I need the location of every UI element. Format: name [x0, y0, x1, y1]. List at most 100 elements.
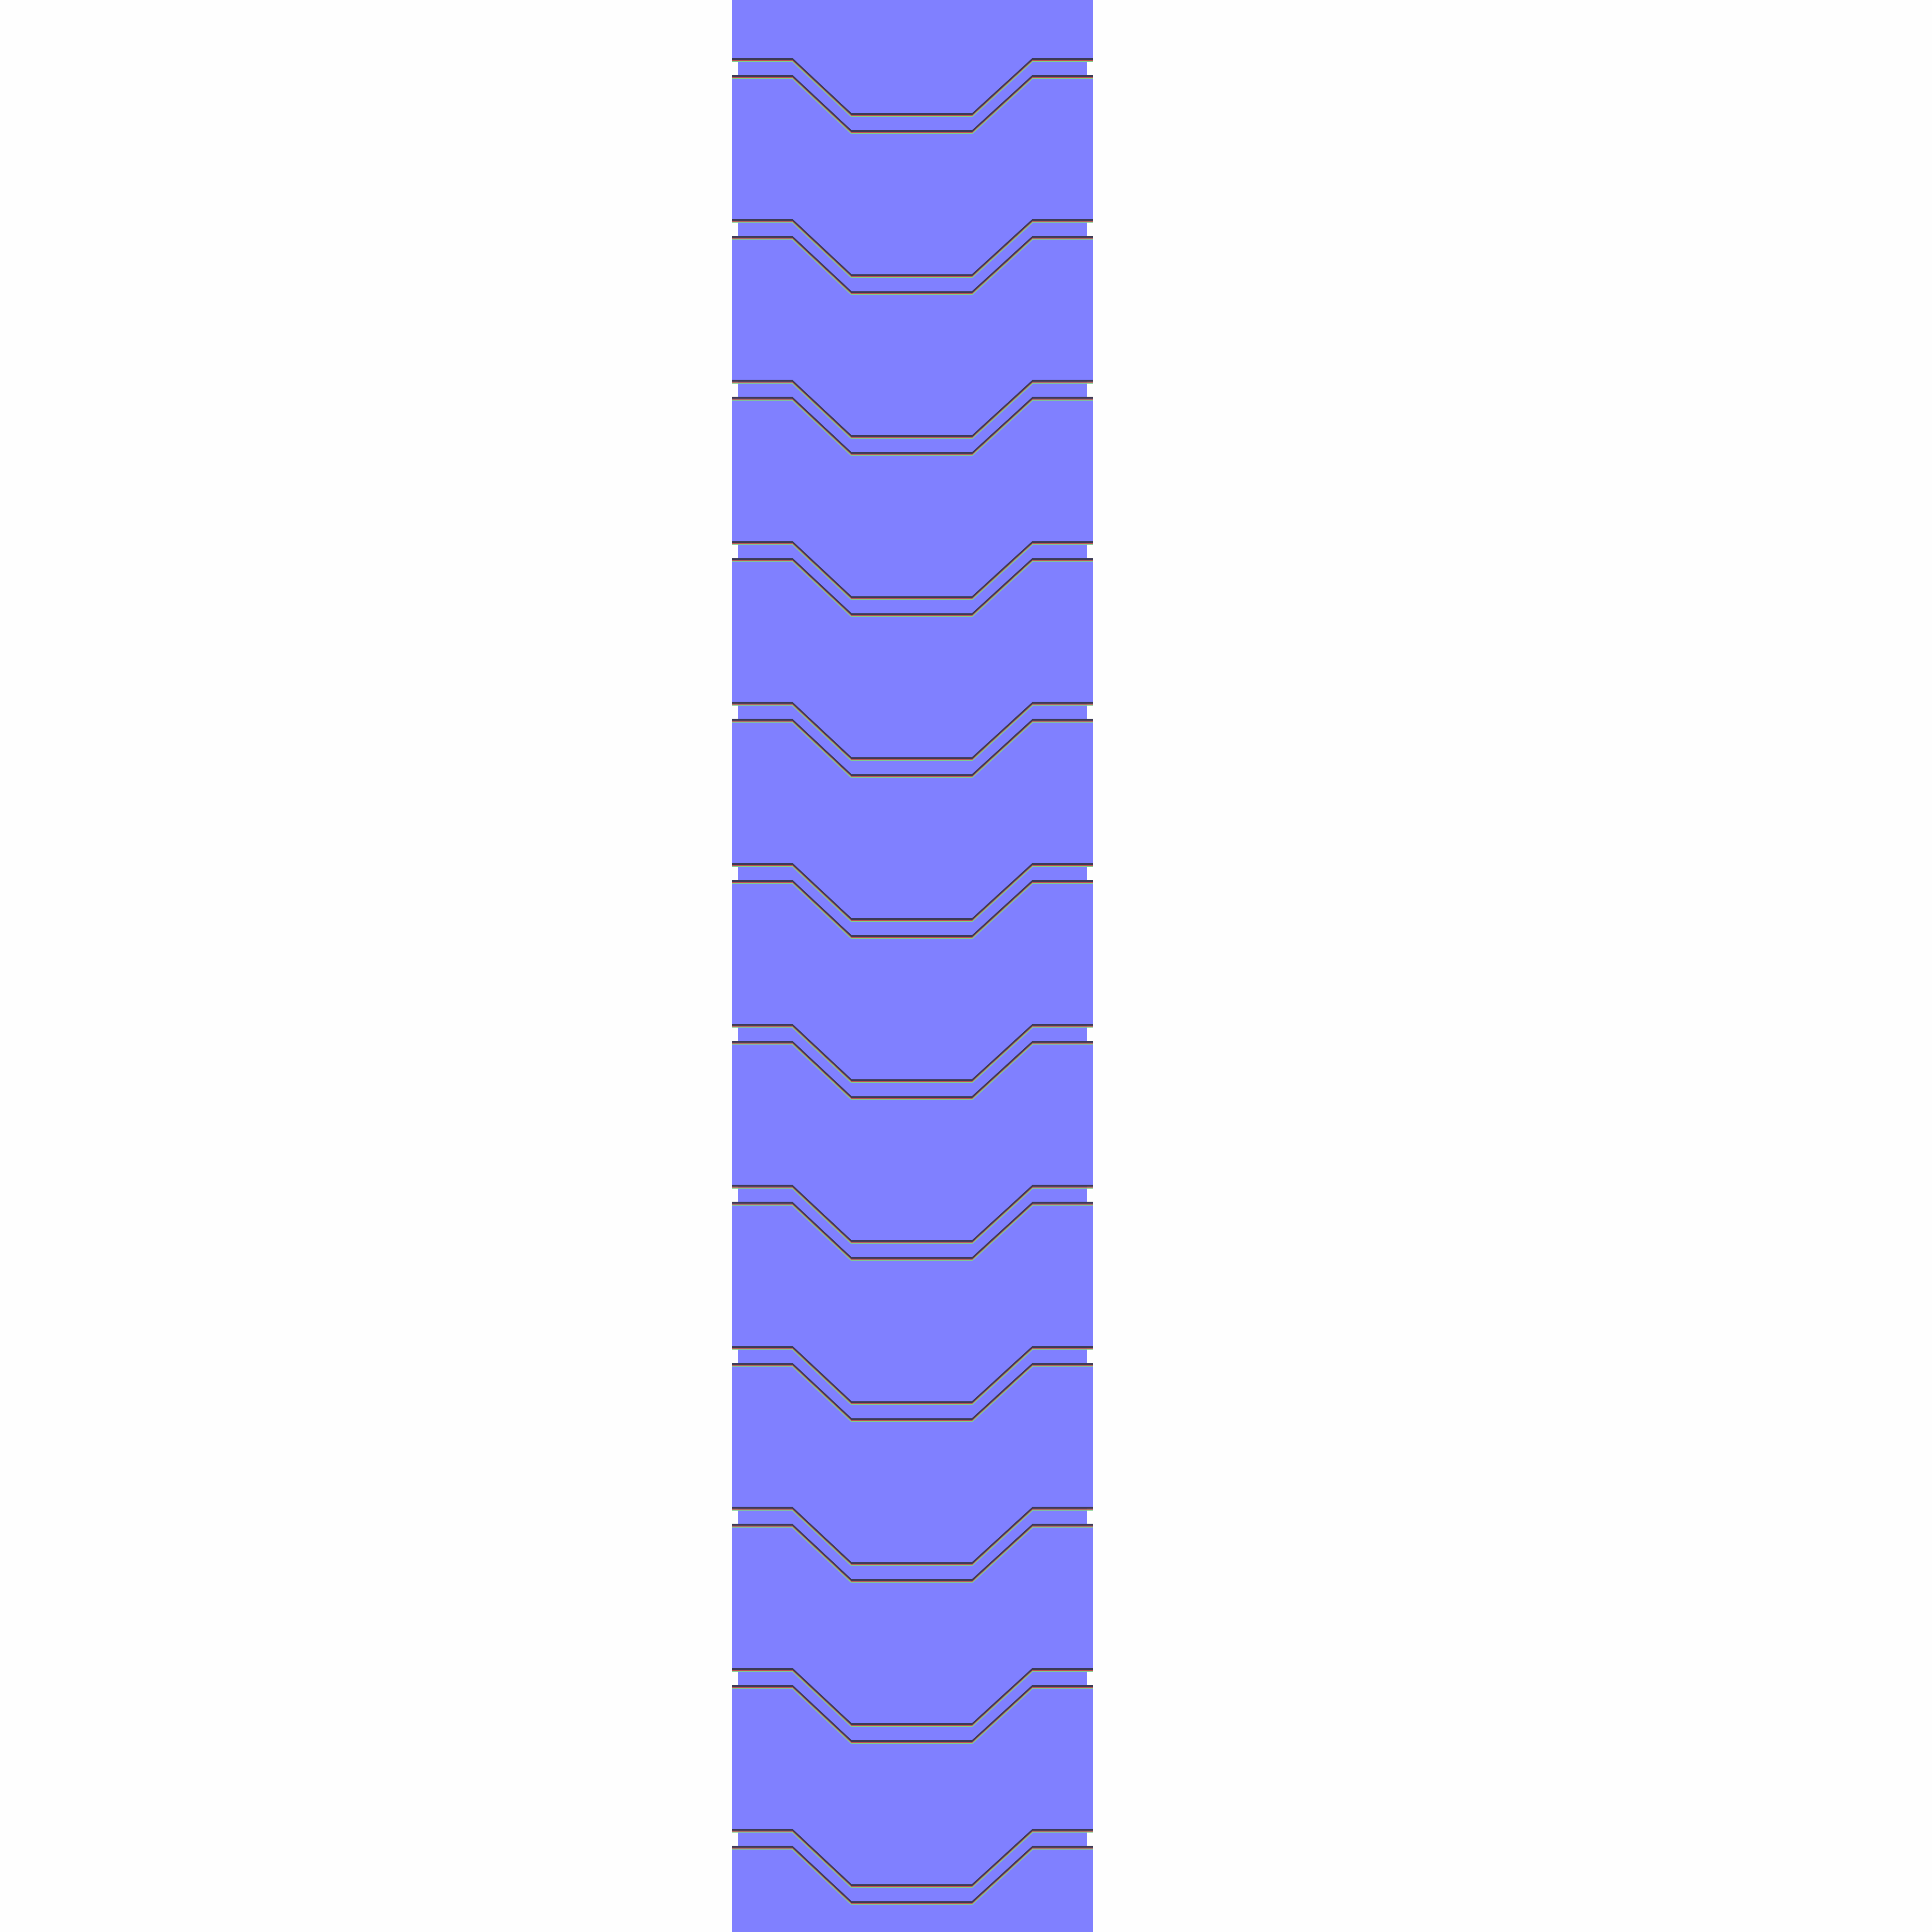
groove-bottom-red — [732, 1848, 1093, 1904]
band-fill — [738, 1348, 1087, 1363]
groove-top-red — [732, 60, 1093, 116]
groove-bottom-shadow — [732, 1202, 1093, 1259]
band-edge-left — [732, 1347, 738, 1364]
groove-bottom-green — [732, 1526, 1093, 1583]
band-edge-right — [1087, 381, 1093, 398]
groove-top-shadow — [732, 58, 1093, 115]
band-edge-left — [732, 1186, 738, 1203]
groove-top-green — [732, 1027, 1093, 1083]
band-edge-right — [1087, 703, 1093, 720]
groove-top-green — [732, 61, 1093, 117]
groove-top-red — [732, 704, 1093, 760]
groove-top-shadow — [732, 219, 1093, 276]
groove-bottom-green — [732, 399, 1093, 456]
band-edge-left — [732, 59, 738, 76]
groove-top-shadow — [732, 1185, 1093, 1242]
groove-top-shadow — [732, 1024, 1093, 1081]
groove-bottom-red — [732, 1687, 1093, 1743]
groove-bottom-shadow — [732, 558, 1093, 615]
band-edge-right — [1087, 1186, 1093, 1203]
groove-top-green — [732, 1671, 1093, 1727]
band-edge-left — [732, 381, 738, 398]
band-edge-right — [1087, 220, 1093, 237]
groove-bottom-shadow — [732, 719, 1093, 776]
band-edge-right — [1087, 1025, 1093, 1042]
groove-bottom-shadow — [732, 1524, 1093, 1581]
groove-bottom-shadow — [732, 1041, 1093, 1098]
groove-top-shadow — [732, 1346, 1093, 1403]
band-fill — [738, 704, 1087, 719]
groove-top-red — [732, 221, 1093, 277]
band-fill — [738, 1670, 1087, 1685]
groove-top-green — [732, 544, 1093, 600]
band-fill — [738, 543, 1087, 558]
groove-bottom-shadow — [732, 1685, 1093, 1742]
groove-bottom-shadow — [732, 1846, 1093, 1903]
band-fill — [738, 1509, 1087, 1524]
groove-top-shadow — [732, 380, 1093, 437]
groove-top-green — [732, 1349, 1093, 1405]
groove-top-green — [732, 866, 1093, 922]
band-edge-left — [732, 1025, 738, 1042]
band-edge-left — [732, 1669, 738, 1686]
band-fill — [738, 865, 1087, 880]
band-edge-left — [732, 220, 738, 237]
groove-bottom-shadow — [732, 236, 1093, 293]
band-edge-right — [1087, 1830, 1093, 1847]
band-edge-left — [732, 703, 738, 720]
groove-bottom-red — [732, 721, 1093, 777]
groove-top-shadow — [732, 1668, 1093, 1725]
groove-top-red — [732, 1670, 1093, 1726]
groove-top-red — [732, 543, 1093, 599]
groove-top-green — [732, 1832, 1093, 1888]
groove-top-shadow — [732, 541, 1093, 598]
groove-top-green — [732, 382, 1093, 439]
groove-bottom-green — [732, 1688, 1093, 1744]
groove-bottom-red — [732, 1043, 1093, 1099]
groove-top-red — [732, 1026, 1093, 1082]
groove-bottom-green — [732, 883, 1093, 939]
groove-top-red — [732, 865, 1093, 921]
strip-base — [732, 0, 1093, 1932]
groove-bottom-green — [732, 1366, 1093, 1422]
groove-bottom-green — [732, 1849, 1093, 1905]
groove-bottom-red — [732, 1203, 1093, 1260]
groove-top-green — [732, 705, 1093, 761]
groove-top-green — [732, 222, 1093, 278]
groove-top-green — [732, 1509, 1093, 1566]
groove-top-shadow — [732, 702, 1093, 759]
groove-bottom-red — [732, 882, 1093, 938]
band-edge-right — [1087, 59, 1093, 76]
groove-bottom-green — [732, 239, 1093, 295]
band-edge-right — [1087, 1508, 1093, 1525]
groove-top-red — [732, 1348, 1093, 1404]
groove-bottom-green — [732, 1204, 1093, 1261]
groove-top-shadow — [732, 1829, 1093, 1886]
groove-bottom-shadow — [732, 397, 1093, 454]
groove-top-red — [732, 1509, 1093, 1565]
groove-bottom-red — [732, 238, 1093, 294]
groove-top-red — [732, 1831, 1093, 1887]
band-fill — [738, 381, 1087, 397]
band-edge-left — [732, 864, 738, 881]
groove-top-shadow — [732, 1507, 1093, 1564]
band-edge-left — [732, 1830, 738, 1847]
band-edge-right — [1087, 542, 1093, 559]
groove-bottom-red — [732, 1365, 1093, 1421]
groove-bottom-red — [732, 398, 1093, 455]
groove-top-red — [732, 381, 1093, 438]
groove-top-red — [732, 1186, 1093, 1243]
groove-bottom-shadow — [732, 75, 1093, 132]
band-edge-right — [1087, 864, 1093, 881]
band-edge-left — [732, 1508, 738, 1525]
tread-segments — [732, 0, 1093, 1932]
band-fill — [738, 221, 1087, 236]
groove-bottom-green — [732, 1044, 1093, 1100]
band-edge-right — [1087, 1669, 1093, 1686]
band-fill — [738, 60, 1087, 75]
groove-bottom-red — [732, 77, 1093, 133]
band-edge-left — [732, 542, 738, 559]
groove-bottom-green — [732, 561, 1093, 617]
groove-bottom-green — [732, 721, 1093, 778]
